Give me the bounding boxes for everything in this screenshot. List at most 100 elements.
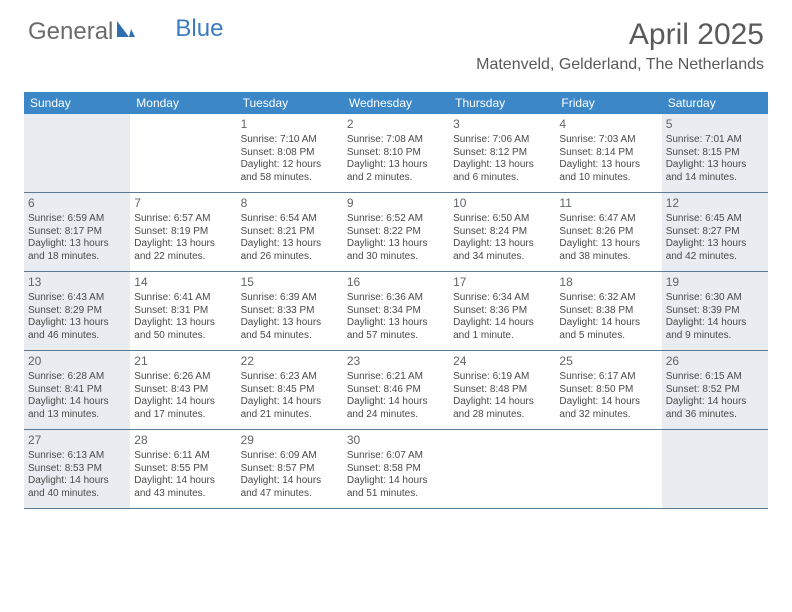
sunrise-text: Sunrise: 6:34 AM [453,292,551,305]
sunset-text: Sunset: 8:31 PM [134,305,232,318]
daylight-text: Daylight: 13 hours and 38 minutes. [559,238,657,263]
logo-sail-icon [115,18,137,46]
sunset-text: Sunset: 8:21 PM [241,226,339,239]
day-cell: 29Sunrise: 6:09 AMSunset: 8:57 PMDayligh… [237,430,343,508]
sunrise-text: Sunrise: 6:19 AM [453,371,551,384]
daylight-text: Daylight: 14 hours and 13 minutes. [28,396,126,421]
daylight-text: Daylight: 13 hours and 57 minutes. [347,317,445,342]
sunrise-text: Sunrise: 6:13 AM [28,450,126,463]
sunset-text: Sunset: 8:52 PM [666,384,764,397]
day-number: 5 [666,117,764,132]
sunrise-text: Sunrise: 7:08 AM [347,134,445,147]
sunrise-text: Sunrise: 6:41 AM [134,292,232,305]
daylight-text: Daylight: 14 hours and 1 minute. [453,317,551,342]
day-number: 25 [559,354,657,369]
sunrise-text: Sunrise: 7:06 AM [453,134,551,147]
day-number: 23 [347,354,445,369]
day-number: 2 [347,117,445,132]
day-number: 1 [241,117,339,132]
day-number: 18 [559,275,657,290]
day-cell: 12Sunrise: 6:45 AMSunset: 8:27 PMDayligh… [662,193,768,271]
sunrise-text: Sunrise: 6:36 AM [347,292,445,305]
sunrise-text: Sunrise: 6:21 AM [347,371,445,384]
day-cell: 16Sunrise: 6:36 AMSunset: 8:34 PMDayligh… [343,272,449,350]
sunset-text: Sunset: 8:41 PM [28,384,126,397]
day-cell [130,114,236,192]
sunrise-text: Sunrise: 7:01 AM [666,134,764,147]
day-number: 20 [28,354,126,369]
day-cell [449,430,555,508]
day-number: 30 [347,433,445,448]
daylight-text: Daylight: 13 hours and 46 minutes. [28,317,126,342]
sunset-text: Sunset: 8:26 PM [559,226,657,239]
sunset-text: Sunset: 8:10 PM [347,147,445,160]
day-cell: 11 Sunrise: 6:47 AMSunset: 8:26 PMDayligh… [555,193,661,271]
day-cell: 14Sunrise: 6:41 AMSunset: 8:31 PMDayligh… [130,272,236,350]
title-block: April 2025 Matenveld, Gelderland, The Ne… [476,18,764,74]
day-cell: 20Sunrise: 6:28 AMSunset: 8:41 PMDayligh… [24,351,130,429]
day-cell: 17Sunrise: 6:34 AMSunset: 8:36 PMDayligh… [449,272,555,350]
sunrise-text: Sunrise: 6:15 AM [666,371,764,384]
daylight-text: Daylight: 13 hours and 30 minutes. [347,238,445,263]
day-cell: 27Sunrise: 6:13 AMSunset: 8:53 PMDayligh… [24,430,130,508]
sunrise-text: Sunrise: 6:09 AM [241,450,339,463]
sunset-text: Sunset: 8:12 PM [453,147,551,160]
day-number: 3 [453,117,551,132]
sunrise-text: Sunrise: 6:43 AM [28,292,126,305]
day-cell: 24Sunrise: 6:19 AMSunset: 8:48 PMDayligh… [449,351,555,429]
day-cell: 2 Sunrise: 7:08 AMSunset: 8:10 PMDaylight… [343,114,449,192]
day-number: 6 [28,196,126,211]
header: General Blue April 2025 Matenveld, Gelde… [0,0,792,82]
sunrise-text: Sunrise: 7:10 AM [241,134,339,147]
weekday-header: Monday [130,92,236,114]
sunset-text: Sunset: 8:17 PM [28,226,126,239]
day-cell: 15Sunrise: 6:39 AMSunset: 8:33 PMDayligh… [237,272,343,350]
sunset-text: Sunset: 8:58 PM [347,463,445,476]
daylight-text: Daylight: 13 hours and 2 minutes. [347,159,445,184]
sunset-text: Sunset: 8:34 PM [347,305,445,318]
day-number: 22 [241,354,339,369]
week-row: 1Sunrise: 7:10 AMSunset: 8:08 PMDaylight… [24,114,768,193]
weekday-header: Saturday [662,92,768,114]
daylight-text: Daylight: 13 hours and 14 minutes. [666,159,764,184]
sunset-text: Sunset: 8:43 PM [134,384,232,397]
sunset-text: Sunset: 8:14 PM [559,147,657,160]
sunrise-text: Sunrise: 6:57 AM [134,213,232,226]
daylight-text: Daylight: 14 hours and 32 minutes. [559,396,657,421]
daylight-text: Daylight: 14 hours and 17 minutes. [134,396,232,421]
day-cell: 19Sunrise: 6:30 AMSunset: 8:39 PMDayligh… [662,272,768,350]
daylight-text: Daylight: 13 hours and 26 minutes. [241,238,339,263]
day-cell: 1Sunrise: 7:10 AMSunset: 8:08 PMDaylight… [237,114,343,192]
sunset-text: Sunset: 8:48 PM [453,384,551,397]
day-cell: 10Sunrise: 6:50 AMSunset: 8:24 PMDayligh… [449,193,555,271]
day-number: 29 [241,433,339,448]
week-row: 20Sunrise: 6:28 AMSunset: 8:41 PMDayligh… [24,351,768,430]
sunset-text: Sunset: 8:29 PM [28,305,126,318]
month-title: April 2025 [476,18,764,52]
daylight-text: Daylight: 13 hours and 42 minutes. [666,238,764,263]
sunset-text: Sunset: 8:36 PM [453,305,551,318]
day-number: 11 [559,196,657,211]
day-cell: 4Sunrise: 7:03 AMSunset: 8:14 PMDaylight… [555,114,661,192]
daylight-text: Daylight: 13 hours and 6 minutes. [453,159,551,184]
week-row: 13Sunrise: 6:43 AMSunset: 8:29 PMDayligh… [24,272,768,351]
location-text: Matenveld, Gelderland, The Netherlands [476,56,764,74]
day-number: 7 [134,196,232,211]
daylight-text: Daylight: 13 hours and 54 minutes. [241,317,339,342]
day-cell: 3 Sunrise: 7:06 AMSunset: 8:12 PMDaylight… [449,114,555,192]
daylight-text: Daylight: 13 hours and 18 minutes. [28,238,126,263]
sunrise-text: Sunrise: 6:17 AM [559,371,657,384]
day-cell [662,430,768,508]
sunrise-text: Sunrise: 6:47 AM [559,213,657,226]
sunset-text: Sunset: 8:45 PM [241,384,339,397]
sunset-text: Sunset: 8:46 PM [347,384,445,397]
day-number: 12 [666,196,764,211]
day-number: 21 [134,354,232,369]
daylight-text: Daylight: 13 hours and 10 minutes. [559,159,657,184]
day-number: 10 [453,196,551,211]
weekday-header: Sunday [24,92,130,114]
day-cell: 21Sunrise: 6:26 AMSunset: 8:43 PMDayligh… [130,351,236,429]
day-number: 19 [666,275,764,290]
logo-text-general: General [28,18,113,46]
day-number: 26 [666,354,764,369]
